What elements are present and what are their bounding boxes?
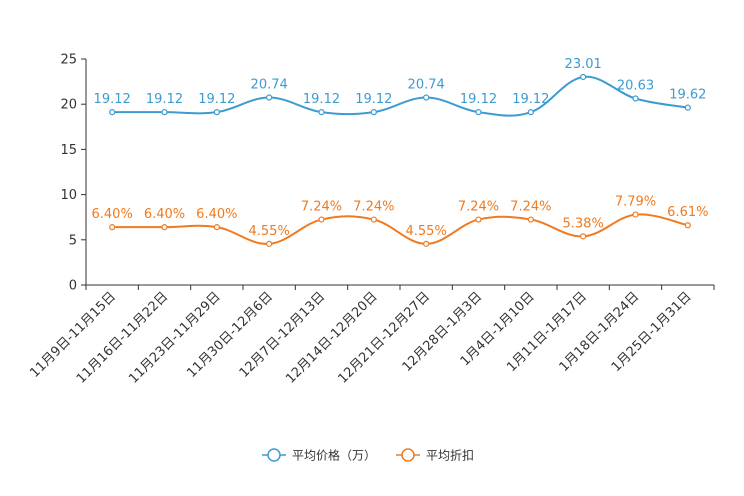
legend-marker-icon [401,448,415,462]
data-label: 19.12 [94,92,131,107]
y-tick-label: 5 [69,233,77,248]
data-point[interactable] [580,73,587,81]
data-label: 20.74 [408,78,445,93]
data-label: 6.40% [92,207,133,222]
data-point[interactable] [632,95,639,102]
data-point[interactable] [161,224,168,231]
legend-item-1[interactable]: 平均价格（万） [262,448,376,463]
data-label: 7.24% [458,200,499,215]
y-tick-label: 15 [60,143,77,158]
data-label: 6.61% [667,205,708,220]
x-tick-label: 11月9日-11月15日 [27,289,119,381]
data-label: 6.40% [196,207,237,222]
data-label: 4.55% [249,224,290,239]
series-line [112,213,689,245]
data-label: 19.12 [460,92,497,107]
legend-marker-icon [267,448,281,462]
y-tick-label: 25 [60,53,77,68]
data-point[interactable] [527,216,534,223]
data-point[interactable] [266,240,273,247]
data-label: 19.12 [303,92,340,107]
data-point[interactable] [632,211,639,218]
series-line [112,75,689,117]
x-tick-label: 11月16日-11月22日 [74,289,171,386]
data-label: 19.12 [146,92,183,107]
legend-label: 平均折扣 [426,448,474,463]
data-label: 19.12 [512,92,549,107]
x-tick-label: 12月21日-12月27日 [336,289,433,386]
data-point[interactable] [684,222,691,229]
y-tick-label: 20 [60,98,77,113]
series-1: 19.12 19.12 19.12 20.74 19.12 19.12 20.74 19.12… [94,57,706,117]
legend-item-2[interactable]: 平均折扣 [396,448,474,463]
y-tick-label: 10 [60,188,77,203]
data-label: 7.79% [615,195,656,210]
data-label: 20.63 [617,79,654,94]
data-label: 19.12 [198,92,235,107]
legend-label: 平均价格（万） [292,448,376,463]
data-point[interactable] [423,240,430,247]
data-label: 7.24% [301,200,342,215]
data-point[interactable] [423,94,430,101]
data-point[interactable] [161,109,168,116]
data-point[interactable] [580,233,587,240]
data-point[interactable] [684,104,691,111]
data-point[interactable] [475,109,482,116]
data-point[interactable] [527,109,534,116]
data-label: 6.40% [144,207,185,222]
data-label: 7.24% [510,200,551,215]
data-point[interactable] [109,109,116,116]
data-label: 23.01 [565,57,602,72]
data-label: 20.74 [251,78,288,93]
data-label: 19.12 [355,92,392,107]
data-point[interactable] [318,216,325,223]
data-point[interactable] [370,216,377,223]
series-layer: 19.12 19.12 19.12 20.74 19.12 19.12 20.74 19.12… [92,57,708,247]
data-label: 5.38% [563,216,604,231]
y-tick-label: 0 [69,279,77,294]
data-point[interactable] [109,224,116,231]
series-2: 6.40% 6.40% 6.40% 4.55% 7.24% 7.24% 4.55% 7.24%… [92,195,708,247]
data-point[interactable] [213,224,220,231]
data-point[interactable] [370,109,377,116]
data-point[interactable] [318,109,325,116]
legend: 平均价格（万） 平均折扣 [262,448,474,463]
x-tick-label: 11月23日-11月29日 [126,289,223,386]
data-label: 7.24% [353,200,394,215]
data-label: 19.62 [669,88,706,103]
data-point[interactable] [213,109,220,116]
data-point[interactable] [266,94,273,101]
x-tick-label: 12月14日-12月20日 [283,289,380,386]
data-point[interactable] [475,216,482,223]
data-label: 4.55% [406,224,447,239]
